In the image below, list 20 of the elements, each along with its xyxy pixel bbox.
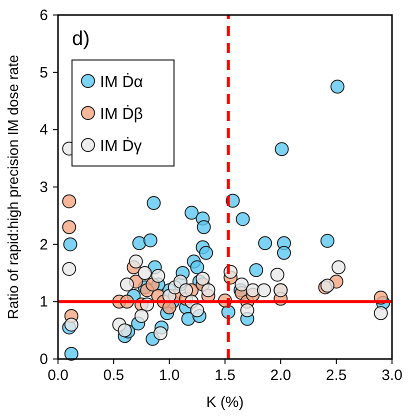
x-tick-label: 0.0 — [48, 367, 68, 384]
annotation: d) — [72, 28, 90, 50]
y-tick-label: 4 — [40, 122, 48, 139]
y-tick-label: 3 — [40, 179, 48, 196]
x-tick-label: 3.0 — [382, 367, 402, 384]
x-tick-label: 0.5 — [103, 367, 124, 384]
legend-label: IM Ḋγ — [100, 137, 142, 155]
y-tick-label: 2 — [40, 236, 48, 254]
y-tick-label: 5 — [40, 64, 48, 82]
x-tick-label: 2.0 — [270, 367, 292, 384]
x-tick-label: 1.0 — [158, 367, 180, 384]
y-tick-label: 6 — [40, 7, 48, 24]
legend-label: IM Ḋβ — [100, 105, 143, 123]
x-axis-title: K (%) — [206, 394, 244, 411]
x-tick-label: 2.5 — [326, 367, 347, 384]
legend-label: IM Ḋα — [100, 73, 144, 91]
y-tick-label: 1 — [40, 294, 48, 311]
y-axis-title: Ratio of rapid:high precision IM dose rate — [6, 54, 22, 320]
x-tick-label: 1.5 — [214, 367, 236, 384]
y-tick-label: 0 — [40, 351, 48, 368]
